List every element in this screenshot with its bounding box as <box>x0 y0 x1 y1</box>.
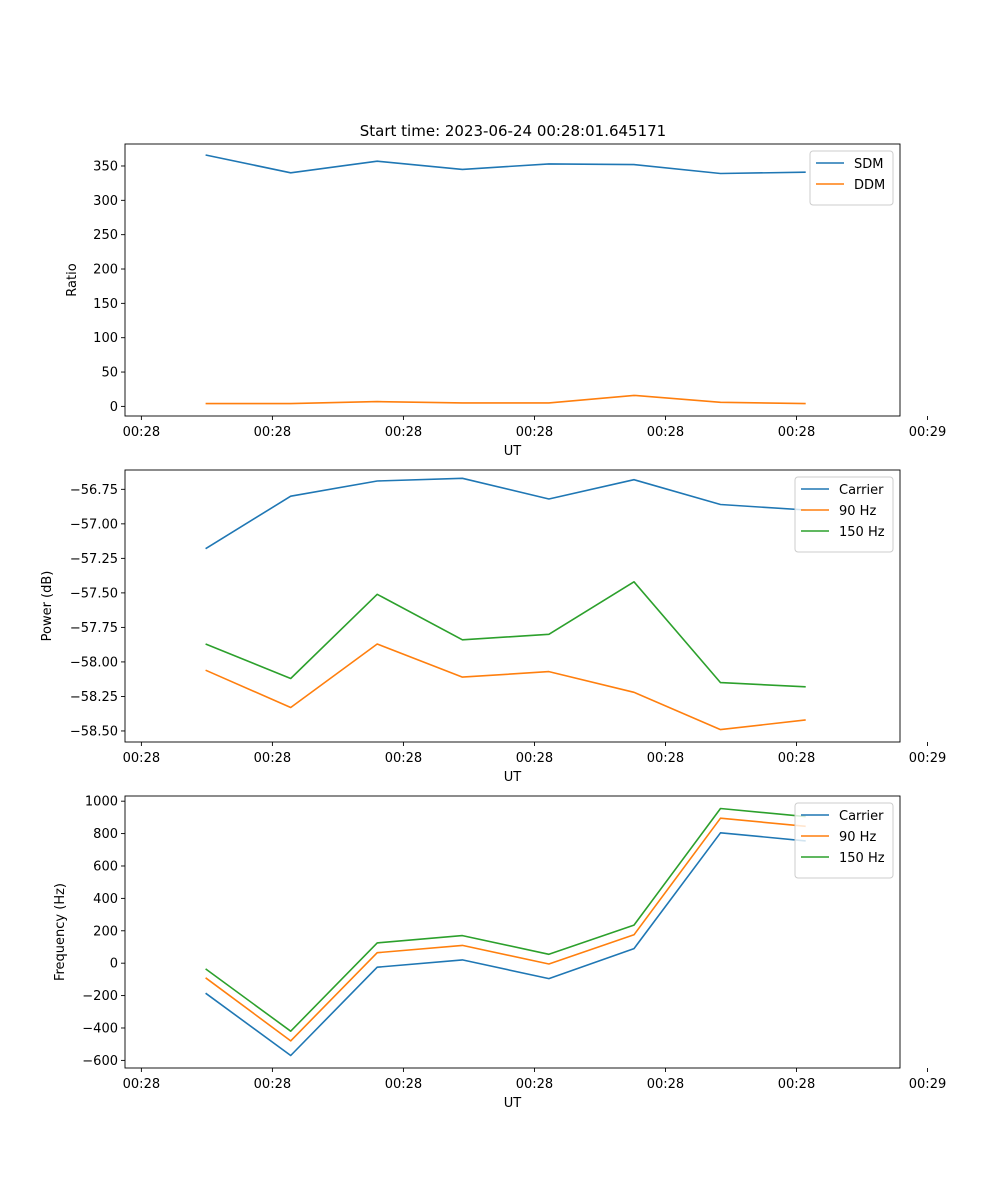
y-tick-label: −200 <box>82 989 118 1004</box>
x-axis-label: UT <box>504 1096 522 1111</box>
series-line-sdm <box>205 154 806 175</box>
x-tick-label: 00:28 <box>123 425 160 440</box>
legend-label-carrier: Carrier <box>839 483 884 498</box>
x-tick-label: 00:28 <box>516 751 553 766</box>
series-line-ddm <box>205 394 806 405</box>
y-tick-label: −58.00 <box>70 655 118 670</box>
series-line-carrier <box>205 831 806 1057</box>
x-tick-label: 00:28 <box>385 1077 422 1092</box>
series-line-150-hz <box>205 807 806 1032</box>
x-tick-label: 00:28 <box>254 425 291 440</box>
x-tick-label: 00:28 <box>516 425 553 440</box>
y-tick-label: 600 <box>93 859 118 874</box>
x-tick-label: 00:28 <box>385 425 422 440</box>
y-tick-label: −400 <box>82 1021 118 1036</box>
legend-label-sdm: SDM <box>854 157 883 172</box>
y-axis-label: Power (dB) <box>40 571 55 642</box>
y-tick-label: −58.50 <box>70 724 118 739</box>
y-tick-label: 50 <box>101 366 118 381</box>
legend-label-carrier: Carrier <box>839 809 884 824</box>
series-line-carrier <box>205 477 806 550</box>
x-tick-label: 00:29 <box>909 425 946 440</box>
legend-label-ddm: DDM <box>854 178 885 193</box>
legend-label-150-hz: 150 Hz <box>839 851 885 866</box>
axes-frame <box>124 795 901 1069</box>
y-tick-label: 250 <box>93 228 118 243</box>
axes-frame <box>124 143 901 417</box>
x-axis-label: UT <box>504 770 522 785</box>
x-tick-label: 00:28 <box>254 1077 291 1092</box>
legend: SDM DDM <box>809 150 894 206</box>
panel-3: −600 −400 −200 0 200 400 600 800 1000 00:28 00:28 0… <box>53 795 946 1111</box>
legend-box <box>794 802 894 879</box>
series-line-90-hz <box>205 817 806 1042</box>
legend-label-90-hz: 90 Hz <box>839 504 876 519</box>
x-tick-label: 00:28 <box>254 751 291 766</box>
y-axis-label: Frequency (Hz) <box>53 883 68 981</box>
y-tick-label: 400 <box>93 892 118 907</box>
y-axis-label: Ratio <box>65 263 80 296</box>
y-tick-label: −57.25 <box>70 552 118 567</box>
y-tick-label: 0 <box>110 400 118 415</box>
y-tick-label: 100 <box>93 331 118 346</box>
y-tick-label: 350 <box>93 159 118 174</box>
y-tick-label: −57.75 <box>70 621 118 636</box>
x-tick-label: 00:28 <box>123 1077 160 1092</box>
legend-label-90-hz: 90 Hz <box>839 830 876 845</box>
y-tick-label: −58.25 <box>70 690 118 705</box>
chart-title: Start time: 2023-06-24 00:28:01.645171 <box>360 122 666 140</box>
y-tick-label: −600 <box>82 1054 118 1069</box>
panel-1: 0 50 100 150 200 250 300 350 00:28 00:28 00:28 00:2… <box>65 143 946 459</box>
series-line-90-hz <box>205 643 806 731</box>
x-tick-label: 00:28 <box>123 751 160 766</box>
y-tick-label: 200 <box>93 924 118 939</box>
x-tick-label: 00:29 <box>909 751 946 766</box>
legend-box <box>809 150 894 206</box>
x-tick-label: 00:29 <box>909 1077 946 1092</box>
y-tick-label: 150 <box>93 297 118 312</box>
legend: Carrier 90 Hz 150 Hz <box>794 476 894 553</box>
legend-label-150-hz: 150 Hz <box>839 525 885 540</box>
legend: Carrier 90 Hz 150 Hz <box>794 802 894 879</box>
x-tick-label: 00:28 <box>385 751 422 766</box>
panels: 0 50 100 150 200 250 300 350 00:28 00:28 00:28 00:2… <box>40 143 946 1111</box>
series-line-150-hz <box>205 580 806 688</box>
legend-box <box>794 476 894 553</box>
y-tick-label: 300 <box>93 194 118 209</box>
y-tick-label: 200 <box>93 263 118 278</box>
y-tick-label: −56.75 <box>70 483 118 498</box>
axes-frame <box>124 469 901 743</box>
x-tick-label: 00:28 <box>778 751 815 766</box>
x-tick-label: 00:28 <box>647 1077 684 1092</box>
y-tick-label: −57.50 <box>70 586 118 601</box>
x-tick-label: 00:28 <box>778 425 815 440</box>
y-tick-label: −57.00 <box>70 517 118 532</box>
y-tick-label: 0 <box>110 957 118 972</box>
x-tick-label: 00:28 <box>647 751 684 766</box>
x-tick-label: 00:28 <box>516 1077 553 1092</box>
y-tick-label: 800 <box>93 827 118 842</box>
panel-2: −58.50 −58.25 −58.00 −57.75 −57.50 −57.25 −57.… <box>40 469 946 785</box>
x-axis-label: UT <box>504 444 522 459</box>
y-tick-label: 1000 <box>85 795 118 810</box>
x-tick-label: 00:28 <box>778 1077 815 1092</box>
x-tick-label: 00:28 <box>647 425 684 440</box>
